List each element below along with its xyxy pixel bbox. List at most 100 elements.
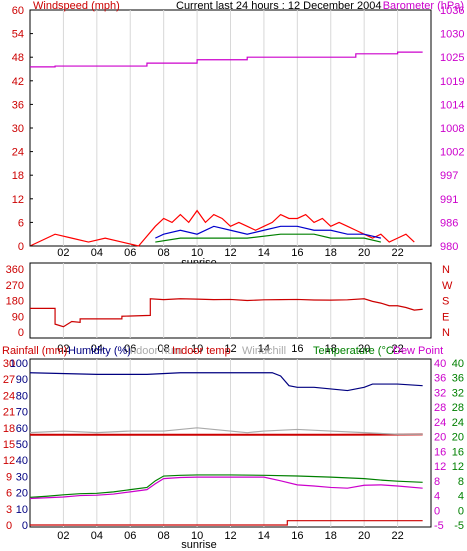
direction-tick-label: 270 [6, 280, 24, 292]
x-tick-label: 16 [291, 343, 303, 355]
sunrise-annotation-bottom: sunrise [181, 539, 216, 551]
windspeed-tick-label: 48 [12, 52, 24, 64]
humidity-tick-label: 50 [16, 439, 28, 451]
temperature-left-tick-label: -5 [434, 520, 444, 532]
x-tick-label: 06 [124, 343, 136, 355]
humidity-tick-label: 70 [16, 407, 28, 419]
windspeed-tick-label: 42 [12, 76, 24, 88]
windspeed-tick-label: 18 [12, 170, 24, 182]
temperature-right-tick-label: 32 [452, 387, 464, 399]
compass-tick-label: N [442, 264, 450, 276]
temperature-left-tick-label: 20 [434, 432, 446, 444]
series-wind-gust [29, 209, 415, 247]
temperature-humidity-panel: 02 04 06 08 10 12 14 16 18 20 22036912151821242730… [2, 345, 464, 551]
temperature-left-tick-label: 12 [434, 461, 446, 473]
x-tick-label: 14 [258, 343, 270, 355]
rainfall-tick-label: 27 [3, 374, 15, 386]
compass-tick-label: S [442, 296, 449, 308]
legend-rainfall: Rainfall (mm) [2, 345, 67, 357]
windspeed-tick-label: 0 [18, 241, 24, 253]
direction-tick-label: 180 [6, 296, 24, 308]
series-dew-point [29, 476, 423, 500]
temperature-right-tick-label: 28 [452, 402, 464, 414]
barometer-tick-label: 1025 [440, 52, 464, 64]
humidity-tick-label: 60 [16, 423, 28, 435]
rainfall-tick-label: 15 [3, 439, 15, 451]
compass-tick-label: N [442, 327, 450, 339]
x-tick-label: 04 [91, 530, 103, 542]
temperature-right-tick-label: 8 [458, 476, 464, 488]
wind-barometer-grid [62, 10, 399, 246]
humidity-tick-label: 90 [16, 374, 28, 386]
temperature-right-tick-label: 4 [458, 491, 464, 503]
temperature-right-tick-label: 36 [452, 373, 464, 385]
x-tick-label: 10 [191, 530, 203, 542]
temperature-left-tick-label: 16 [434, 446, 446, 458]
temperature-right-tick-label: 16 [452, 446, 464, 458]
barometer-tick-label: 1036 [440, 5, 464, 17]
x-tick-label: 02 [57, 530, 69, 542]
temperature-right-tick-label: -5 [454, 520, 464, 532]
rainfall-tick-label: 21 [3, 407, 15, 419]
windspeed-tick-label: 54 [12, 29, 24, 41]
temperature-left-tick-label: 24 [434, 417, 446, 429]
x-tick-label: 18 [325, 530, 337, 542]
x-tick-label: 02 [57, 343, 69, 355]
humidity-tick-label: 100 [10, 358, 28, 370]
series-rainfall [30, 520, 423, 526]
temperature-left-tick-label: 4 [434, 491, 440, 503]
rainfall-tick-label: 0 [6, 520, 12, 532]
legend-indoor-hum: Indoor hum [127, 345, 183, 357]
wind-direction-series [30, 298, 423, 328]
temperature-right-tick-label: 0 [458, 505, 464, 517]
series-wind-average [155, 225, 382, 239]
x-tick-label: 22 [391, 530, 403, 542]
windspeed-tick-label: 30 [12, 123, 24, 135]
temperature-right-tick-label: 12 [452, 461, 464, 473]
x-tick-label: 10 [191, 343, 203, 355]
legend-indoor-temp: Indoor temp [172, 345, 231, 357]
rainfall-tick-label: 30 [3, 358, 15, 370]
wind-direction-ticks: 02 04 06 08 10 12 14 16 18 20 22 0 N 90 E 180 S 270 W 360 N [6, 264, 453, 355]
legend-humidity: Humidity (%) [68, 345, 131, 357]
barometer-tick-label: 1019 [440, 76, 464, 88]
windspeed-tick-label: 60 [12, 5, 24, 17]
wind-barometer-series [29, 51, 423, 247]
temperature-left-tick-label: 8 [434, 476, 440, 488]
x-tick-label: 06 [124, 247, 136, 259]
humidity-tick-label: 30 [16, 471, 28, 483]
x-tick-label: 12 [224, 247, 236, 259]
temperature-right-tick-label: 40 [452, 358, 464, 370]
humidity-tick-label: 80 [16, 390, 28, 402]
x-tick-label: 10 [191, 247, 203, 259]
humidity-tick-label: 40 [16, 455, 28, 467]
barometer-tick-label: 991 [440, 194, 458, 206]
x-tick-label: 06 [124, 530, 136, 542]
direction-tick-label: 360 [6, 264, 24, 276]
series-humidity [29, 372, 423, 392]
barometer-tick-label: 997 [440, 170, 458, 182]
wind-barometer-panel: 02 04 06 08 10 12 14 16 18 20 22061218243036424854… [12, 0, 465, 269]
rainfall-tick-label: 6 [6, 488, 12, 500]
chart-title: Current last 24 hours : 12 December 2004 [176, 0, 381, 12]
x-tick-label: 12 [224, 343, 236, 355]
series-wind-calm [155, 233, 382, 243]
x-tick-label: 04 [91, 343, 103, 355]
x-tick-label: 18 [325, 343, 337, 355]
series-indoor-hum [29, 427, 423, 435]
x-tick-label: 08 [158, 343, 170, 355]
temperature-humidity-legend: Rainfall (mm) Humidity (%) Indoor hum In… [2, 345, 443, 357]
x-tick-label: 22 [391, 247, 403, 259]
direction-tick-label: 90 [12, 311, 24, 323]
rainfall-tick-label: 3 [6, 504, 12, 516]
x-tick-label: 14 [258, 530, 270, 542]
x-tick-label: 18 [325, 247, 337, 259]
windspeed-tick-label: 24 [12, 147, 24, 159]
temperature-left-tick-label: 28 [434, 402, 446, 414]
series-wind-direction [30, 298, 423, 328]
series-temperature [29, 474, 423, 498]
temperature-right-tick-label: 20 [452, 432, 464, 444]
compass-tick-label: E [442, 311, 449, 323]
windspeed-tick-label: 36 [12, 99, 24, 111]
